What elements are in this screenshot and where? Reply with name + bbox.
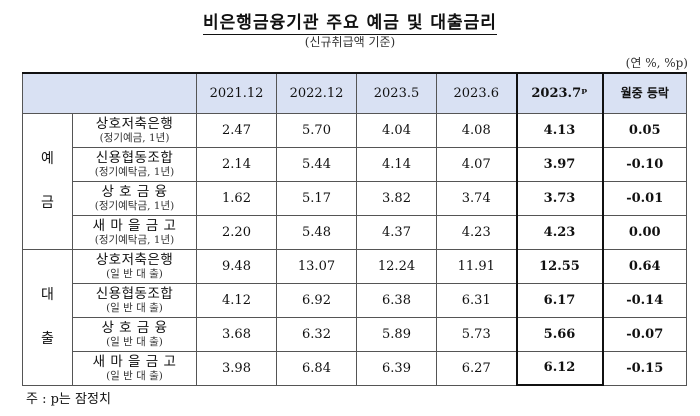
rate-current: 3.97 [515,146,604,182]
rate-value: 6.92 [276,282,357,318]
rate-value: 13.07 [276,248,357,284]
group-label-char: 금 [41,195,54,211]
rate-change: -0.01 [602,180,687,216]
rate-value: 5.48 [276,214,357,250]
unit-label: (연 %, %p) [625,56,688,70]
header-period: 2021.12 [196,72,277,114]
header-period-current: 2023.7ᵖ [515,72,604,114]
product-type: (정기예탁금, 1년) [94,233,175,246]
header-period: 2022.12 [276,72,357,114]
rate-value: 6.31 [436,282,517,318]
product-type: (정기예탁금, 1년) [94,199,175,212]
rate-value: 4.14 [356,146,437,182]
rate-value: 6.32 [276,316,357,352]
product-type: (정기예탁금, 1년) [94,165,175,178]
institution-cell: 상호저축은행 (일 반 대 출) [72,248,197,284]
institution-cell: 새 마 을 금 고 (일 반 대 출) [72,350,197,386]
rate-value: 4.08 [436,112,517,148]
rate-change: 0.00 [602,214,687,250]
header-period: 2023.5 [356,72,437,114]
rate-value: 6.84 [276,350,357,386]
rate-current: 3.73 [515,180,604,216]
subtitle: (신규취급액 기준) [304,35,396,49]
rate-value: 4.23 [436,214,517,250]
rate-current: 4.23 [515,214,604,250]
institution-cell: 상호저축은행 (정기예금, 1년) [72,112,197,148]
table-body: 예 금 상호저축은행 (정기예금, 1년) 2.47 5.70 4.04 4.08 4.13 0.… [22,112,687,386]
rate-current: 4.13 [515,112,604,148]
table-row: 상 호 금 융 (정기예탁금, 1년) 1.62 5.17 3.82 3.74 3.73 -0… [23,180,687,216]
institution-name: 상호저축은행 [95,115,174,132]
table-row: 상 호 금 융 (일 반 대 출) 3.68 6.32 5.89 5.73 5.66 -0.0… [23,316,687,352]
rate-value: 4.07 [436,146,517,182]
product-type: (일 반 대 출) [106,369,163,382]
product-type: (일 반 대 출) [106,267,163,280]
rate-value: 4.37 [356,214,437,250]
table-row: 신용협동조합 (일 반 대 출) 4.12 6.92 6.38 6.31 6.17 -0.14 [23,282,687,318]
institution-name: 상 호 금 융 [101,183,168,200]
rate-change: -0.07 [602,316,687,352]
rate-value: 6.38 [356,282,437,318]
rate-value: 6.27 [436,350,517,386]
rate-change: 0.05 [602,112,687,148]
rate-value: 9.48 [196,248,277,284]
product-type: (일 반 대 출) [106,335,163,348]
rates-table: 2021.12 2022.12 2023.5 2023.6 2023.7ᵖ 월중… [22,72,687,386]
header-corner [22,72,197,114]
page-title: 비은행금융기관 주요 예금 및 대출금리 [0,8,700,35]
institution-name: 상호저축은행 [95,251,174,268]
footnote: 주 : p는 잠정치 [26,392,111,407]
group-label-char: 예 [41,151,54,167]
rate-value: 4.04 [356,112,437,148]
institution-cell: 상 호 금 융 (정기예탁금, 1년) [72,180,197,216]
rate-current: 12.55 [515,248,604,284]
table-row: 예 금 상호저축은행 (정기예금, 1년) 2.47 5.70 4.04 4.08 4.13 0.… [22,112,687,250]
group-label-char: 출 [41,331,54,347]
table-row: 신용협동조합 (정기예탁금, 1년) 2.14 5.44 4.14 4.07 3.97 -0.… [23,146,687,182]
rate-current: 6.12 [515,350,604,386]
table-row: 대 출 상호저축은행 (일 반 대 출) 9.48 13.07 12.24 11.91 12.5… [22,248,687,386]
institution-name: 신용협동조합 [95,149,174,166]
rate-current: 5.66 [515,316,604,352]
institution-name: 새 마 을 금 고 [92,217,177,234]
institution-cell: 신용협동조합 (정기예탁금, 1년) [72,146,197,182]
rate-value: 5.89 [356,316,437,352]
rate-value: 5.44 [276,146,357,182]
rate-value: 3.82 [356,180,437,216]
rate-change: -0.10 [602,146,687,182]
rate-current: 6.17 [515,282,604,318]
rate-value: 5.70 [276,112,357,148]
rate-value: 2.14 [196,146,277,182]
rate-value: 5.73 [436,316,517,352]
institution-name: 새 마 을 금 고 [92,353,177,370]
rate-change: 0.64 [602,248,687,284]
rate-value: 4.12 [196,282,277,318]
group-label-char: 대 [41,287,54,303]
header-period: 2023.6 [436,72,517,114]
rate-value: 2.47 [196,112,277,148]
rate-change: -0.15 [602,350,687,386]
institution-cell: 새 마 을 금 고 (정기예탁금, 1년) [72,214,197,250]
rate-value: 2.20 [196,214,277,250]
product-type: (정기예금, 1년) [99,131,170,144]
institution-name: 신용협동조합 [95,285,174,302]
institution-cell: 신용협동조합 (일 반 대 출) [72,282,197,318]
rate-value: 1.62 [196,180,277,216]
institution-name: 상 호 금 융 [101,319,168,336]
rate-value: 3.68 [196,316,277,352]
table-row: 새 마 을 금 고 (일 반 대 출) 3.98 6.84 6.39 6.27 6.12 -0… [23,350,687,386]
table-row: 새 마 을 금 고 (정기예탁금, 1년) 2.20 5.48 4.37 4.23 4.23… [23,214,687,250]
rate-value: 12.24 [356,248,437,284]
header-change: 월중 등락 [602,72,687,114]
product-type: (일 반 대 출) [106,301,163,314]
rate-value: 3.98 [196,350,277,386]
institution-cell: 상 호 금 융 (일 반 대 출) [72,316,197,352]
rate-change: -0.14 [602,282,687,318]
rate-value: 11.91 [436,248,517,284]
rate-value: 5.17 [276,180,357,216]
rate-value: 6.39 [356,350,437,386]
rate-value: 3.74 [436,180,517,216]
